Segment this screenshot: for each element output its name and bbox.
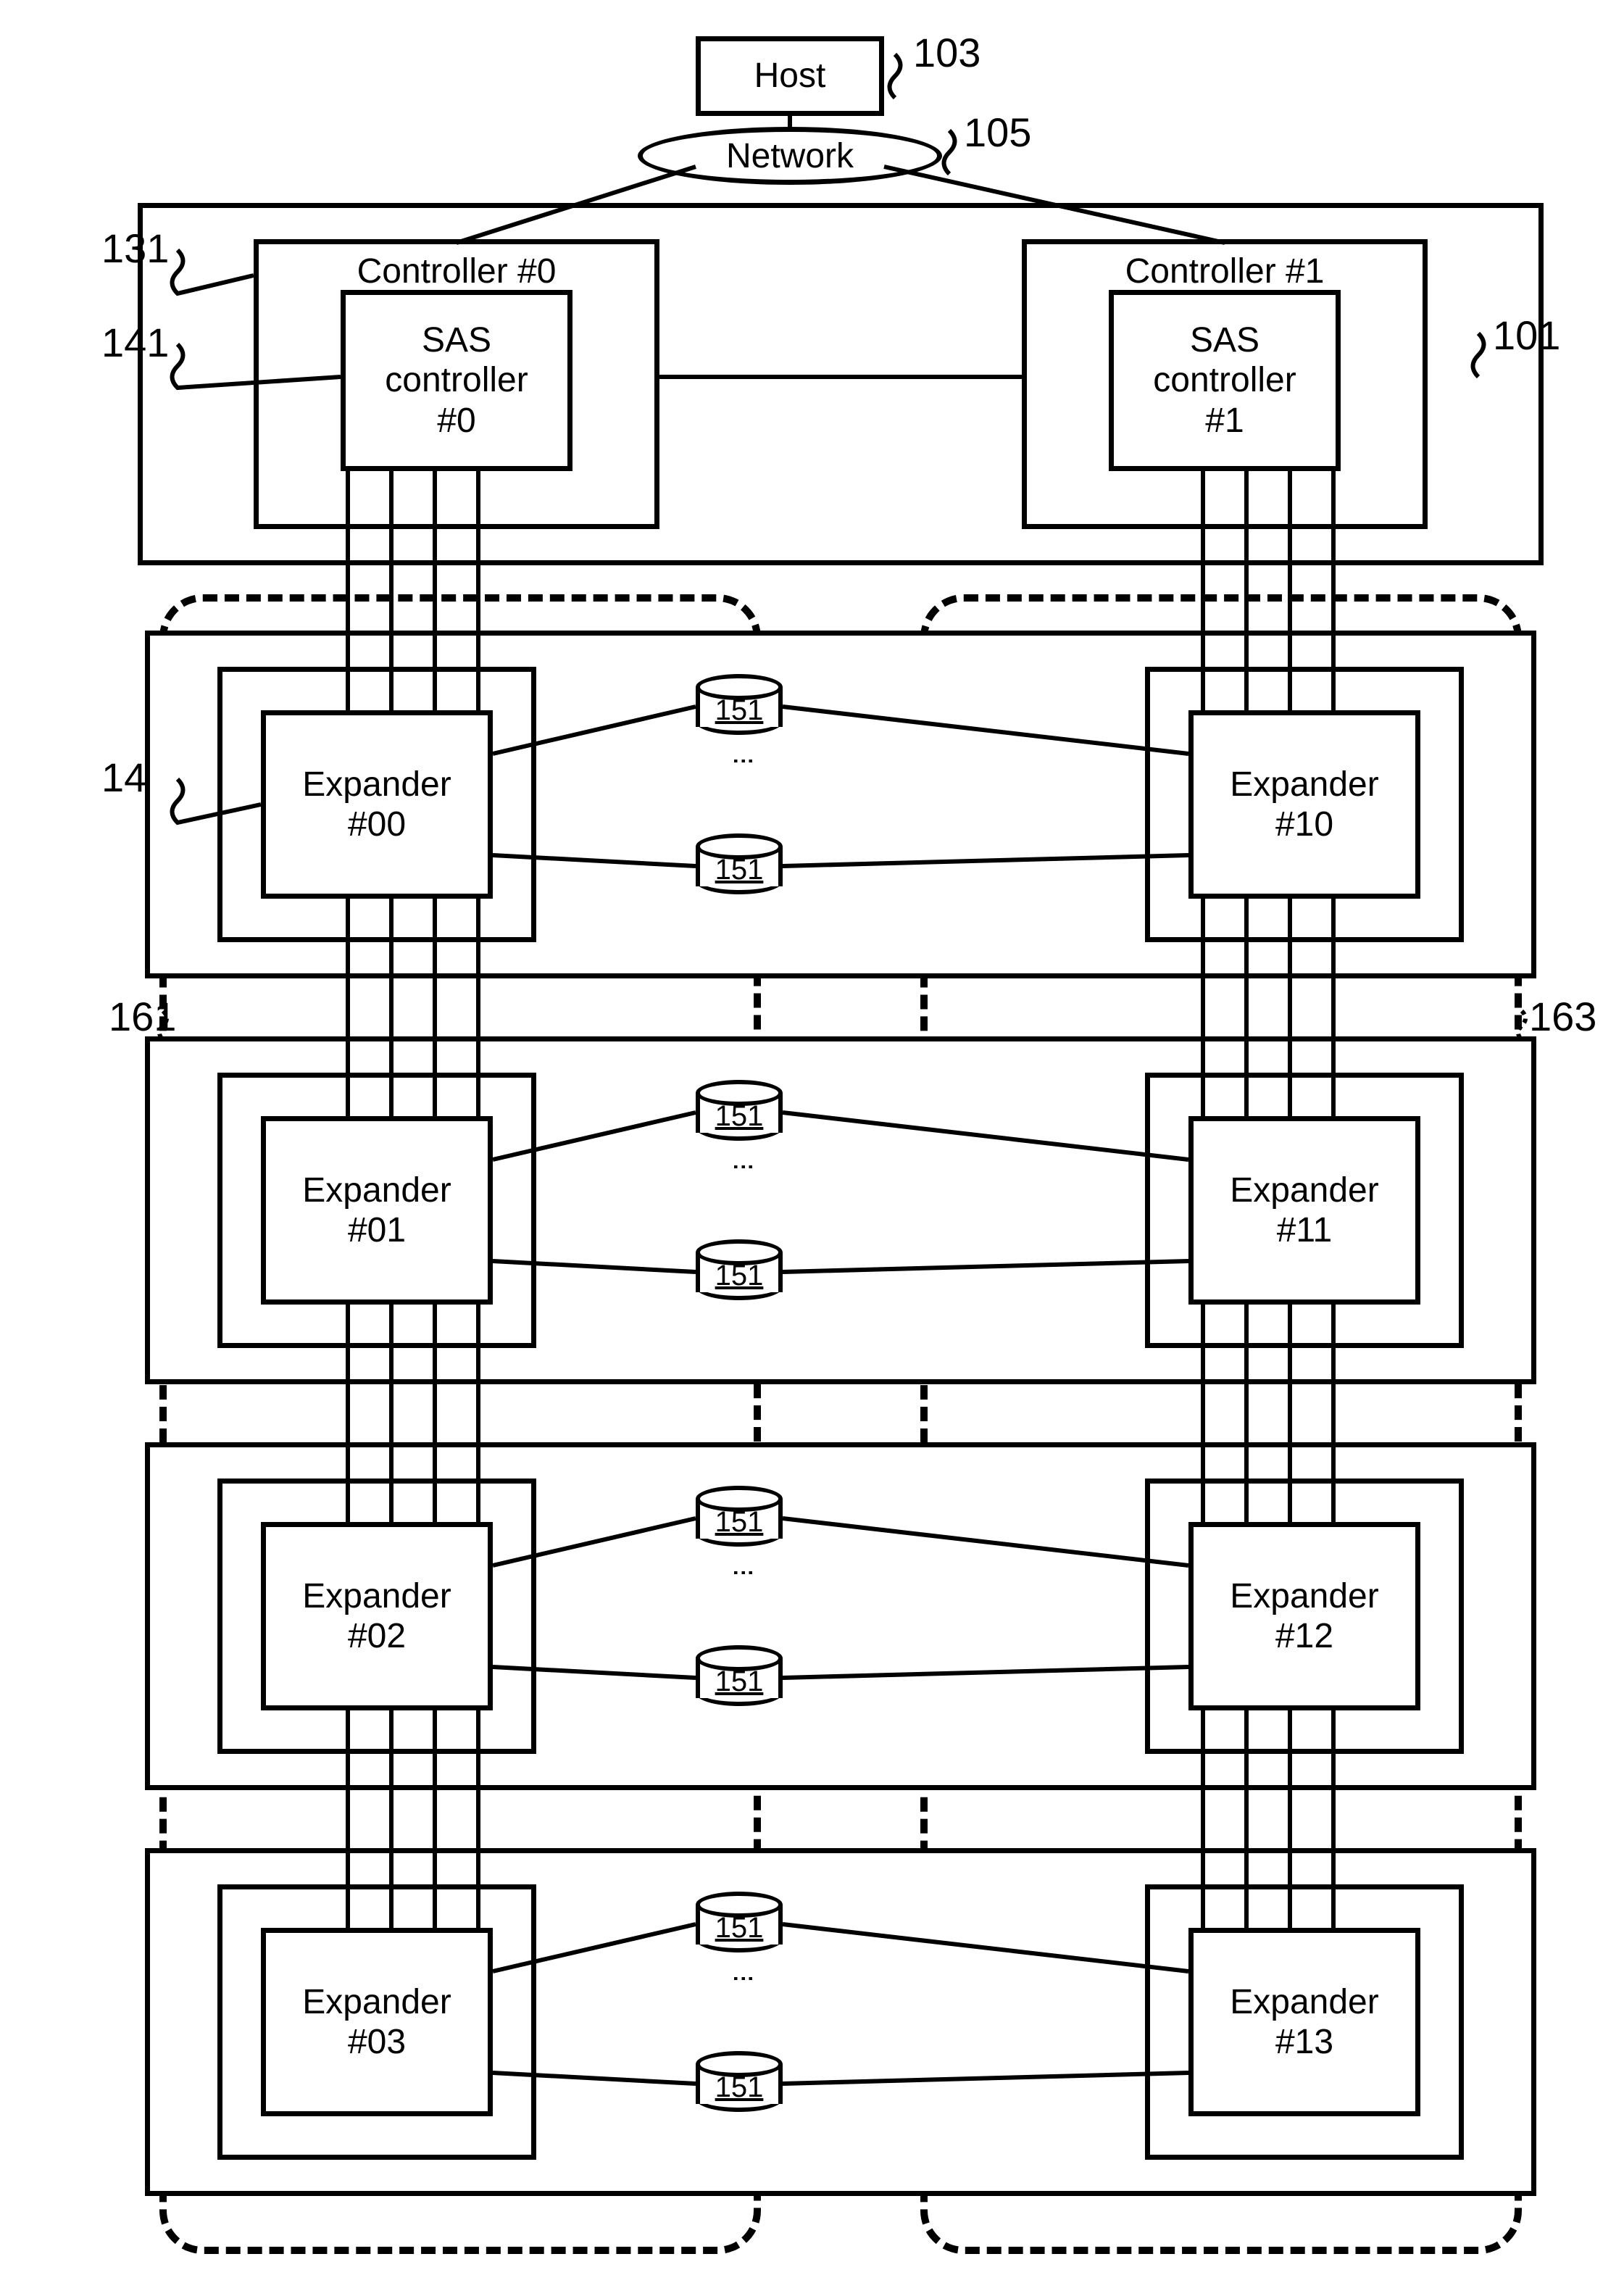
- ref-141: 141: [101, 319, 169, 366]
- sas-0-label: SAS controller #0: [385, 320, 528, 441]
- sas-controller-0: SAS controller #0: [341, 290, 572, 471]
- host-label: Host: [754, 56, 826, 96]
- sas-controller-1: SAS controller #1: [1109, 290, 1341, 471]
- exp-11-inner: Expander #11: [1188, 1116, 1420, 1305]
- ref-105: 105: [964, 109, 1031, 156]
- network-label: Network: [726, 136, 854, 176]
- sas-1-label: SAS controller #1: [1153, 320, 1296, 441]
- host-box: Host: [696, 36, 884, 116]
- ref-103: 103: [913, 29, 980, 76]
- exp-01-inner: Expander #01: [261, 1116, 493, 1305]
- ref-163: 163: [1529, 993, 1596, 1040]
- exp-12-inner: Expander #12: [1188, 1522, 1420, 1710]
- ref-131: 131: [101, 225, 169, 272]
- network-ellipse: Network: [638, 127, 942, 185]
- exp-10-inner: Expander #10: [1188, 710, 1420, 899]
- vdots-1: ⋮: [730, 1156, 756, 1173]
- vdots-0: ⋮: [730, 750, 756, 768]
- controller-0-title: Controller #0: [357, 251, 557, 291]
- ref-101: 101: [1493, 312, 1560, 359]
- vdots-3: ⋮: [730, 1968, 756, 1985]
- exp-13-inner: Expander #13: [1188, 1928, 1420, 2116]
- controller-1-title: Controller #1: [1125, 251, 1325, 291]
- exp-00-inner: Expander #00: [261, 710, 493, 899]
- vdots-2: ⋮: [730, 1562, 756, 1579]
- ref-161: 161: [109, 993, 176, 1040]
- exp-03-inner: Expander #03: [261, 1928, 493, 2116]
- exp-02-inner: Expander #02: [261, 1522, 493, 1710]
